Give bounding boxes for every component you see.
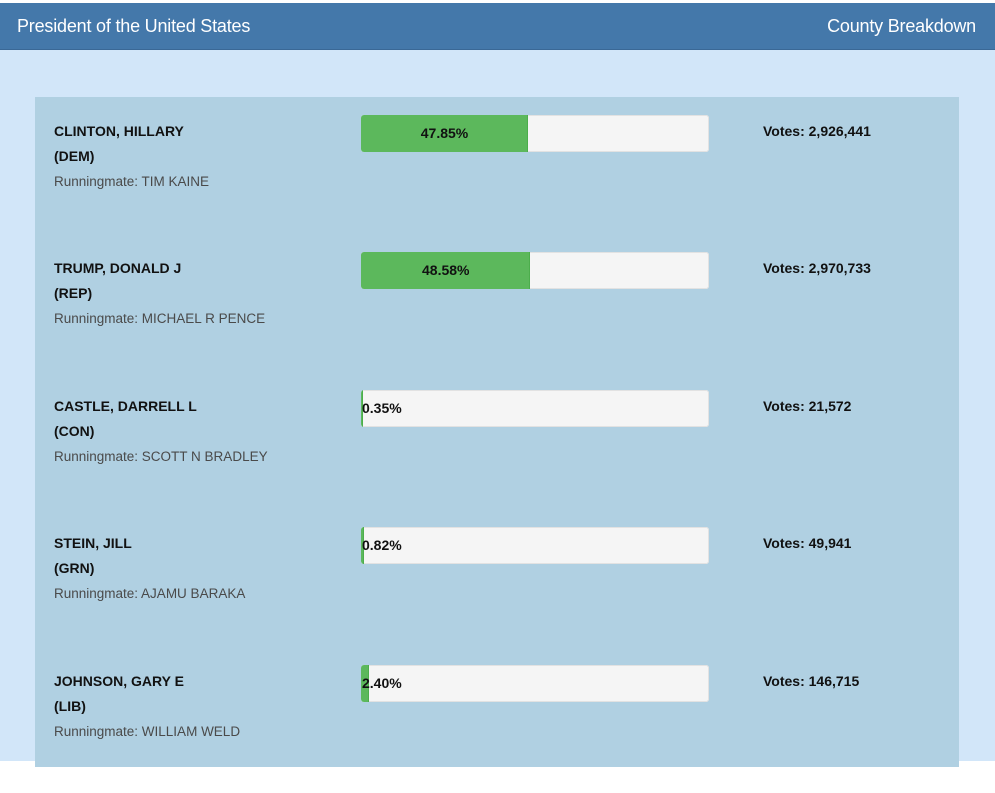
vote-share-bar-fill	[361, 527, 364, 564]
vote-share-bar-fill	[361, 390, 363, 427]
candidate-party: (CON)	[54, 423, 95, 439]
candidate-row: TRUMP, DONALD J (REP) Runningmate: MICHA…	[35, 252, 959, 380]
vote-share-percent: 0.82%	[362, 537, 402, 553]
candidate-row: JOHNSON, GARY E (LIB) Runningmate: WILLI…	[35, 665, 959, 793]
candidate-runningmate: Runningmate: TIM KAINE	[54, 174, 210, 189]
vote-share-progress-bar: 0.35%	[361, 390, 709, 427]
candidate-party: (REP)	[54, 285, 93, 301]
candidate-votes: Votes: 2,970,733	[763, 260, 871, 276]
vote-share-percent: 48.58%	[422, 262, 470, 278]
candidate-runningmate: Runningmate: MICHAEL R PENCE	[54, 311, 266, 326]
page-title: President of the United States	[17, 16, 251, 36]
candidate-party: (LIB)	[54, 698, 86, 714]
candidate-party: (DEM)	[54, 148, 95, 164]
candidate-results-list: CLINTON, HILLARY (DEM) Runningmate: TIM …	[35, 97, 959, 767]
panel-header: President of the United States County Br…	[0, 3, 995, 50]
vote-share-bar-fill	[361, 252, 531, 289]
vote-share-progress-bar: 47.85%	[361, 115, 709, 152]
vote-share-progress-bar: 2.40%	[361, 665, 709, 702]
candidate-votes: Votes: 2,926,441	[763, 123, 871, 139]
candidate-name: STEIN, JILL	[54, 535, 132, 551]
vote-share-percent: 47.85%	[420, 125, 469, 141]
candidate-name: CASTLE, DARRELL L	[54, 398, 197, 414]
candidate-party: (GRN)	[54, 560, 95, 576]
candidate-votes: Votes: 21,572	[763, 398, 852, 414]
candidate-votes: Votes: 49,941	[763, 535, 852, 551]
candidate-row: STEIN, JILL (GRN) Runningmate: AJAMU BAR…	[35, 527, 959, 655]
candidate-votes: Votes: 146,715	[763, 673, 860, 689]
candidate-name: CLINTON, HILLARY	[54, 123, 184, 139]
vote-share-percent: 0.35%	[362, 400, 402, 416]
candidate-runningmate: Runningmate: AJAMU BARAKA	[54, 586, 246, 601]
candidate-runningmate: Runningmate: SCOTT N BRADLEY	[54, 449, 268, 464]
candidate-row: CASTLE, DARRELL L (CON) Runningmate: SCO…	[35, 390, 959, 518]
county-breakdown-link[interactable]: County Breakdown	[827, 16, 976, 36]
candidate-name: JOHNSON, GARY E	[54, 673, 184, 689]
candidate-runningmate: Runningmate: WILLIAM WELD	[54, 724, 241, 739]
vote-share-progress-bar: 0.82%	[361, 527, 709, 564]
candidate-row: CLINTON, HILLARY (DEM) Runningmate: TIM …	[35, 115, 959, 243]
vote-share-progress-bar: 48.58%	[361, 252, 709, 289]
results-panel: President of the United States County Br…	[0, 3, 995, 767]
vote-share-percent: 2.40%	[362, 675, 402, 691]
vote-share-bar-fill	[361, 665, 370, 702]
vote-share-bar-fill	[361, 115, 528, 152]
candidate-name: TRUMP, DONALD J	[54, 260, 182, 276]
